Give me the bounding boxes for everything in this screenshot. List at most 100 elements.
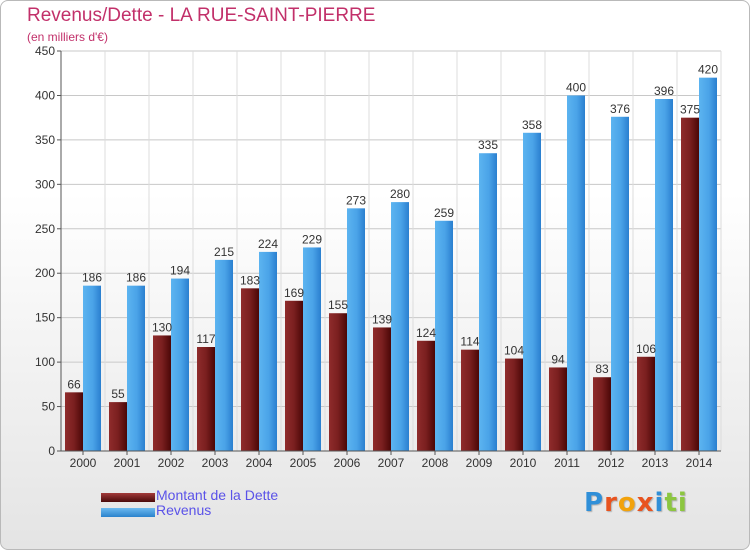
x-tick-label: 2003: [202, 456, 229, 470]
bar-revenus: [259, 251, 277, 451]
x-tick-label: 2004: [246, 456, 273, 470]
logo-letter: x: [636, 488, 655, 518]
x-tick-label: 2013: [642, 456, 669, 470]
bars: [65, 77, 717, 452]
data-label-dette: 106: [636, 342, 656, 356]
bar-revenus: [347, 208, 365, 451]
data-label-revenus: 229: [302, 232, 322, 246]
x-tick-label: 2012: [598, 456, 625, 470]
x-tick-label: 2006: [334, 456, 361, 470]
logo-letter: o: [617, 488, 637, 518]
legend-label-dette: Montant de la Dette: [156, 487, 279, 503]
y-tick-label: 100: [35, 355, 55, 369]
data-label-revenus: 224: [258, 237, 278, 251]
x-tick-label: 2011: [554, 456, 580, 470]
data-label-revenus: 396: [654, 84, 674, 98]
bar-revenus: [435, 220, 453, 451]
y-tick-label: 200: [35, 266, 55, 280]
data-label-dette: 94: [551, 352, 565, 366]
data-label-revenus: 194: [170, 264, 190, 278]
data-label-revenus: 358: [522, 118, 542, 132]
x-tick-label: 2001: [114, 456, 141, 470]
y-tick-label: 450: [35, 44, 55, 58]
bar-revenus: [391, 202, 409, 451]
bar-revenus: [523, 132, 541, 451]
y-tick-label: 350: [35, 133, 55, 147]
axes: 0 50 100 150 200 250 300 350 400 450 2000 2001 2002 2…: [35, 44, 721, 470]
data-label-revenus: 273: [346, 193, 366, 207]
data-label-dette: 66: [67, 377, 81, 391]
bar-dette: [505, 358, 523, 451]
bar-dette: [461, 349, 479, 451]
bar-revenus: [83, 285, 101, 451]
bar-revenus: [127, 285, 145, 451]
bar-revenus: [303, 247, 321, 451]
y-tick-label: 0: [48, 444, 55, 458]
bar-revenus: [611, 116, 629, 452]
bar-revenus: [655, 99, 673, 451]
data-label-revenus: 420: [698, 63, 718, 77]
bar-dette: [109, 402, 127, 451]
legend-swatch-dette: [101, 493, 155, 502]
bar-dette: [593, 377, 611, 451]
logo-letter: r: [604, 488, 618, 518]
data-labels: 66 186 55 186 130 194 117 215 183 224 169 229 155 273…: [67, 63, 718, 401]
x-tick-label: 2002: [158, 456, 185, 470]
data-label-dette: 130: [152, 320, 172, 334]
y-tick-label: 150: [35, 311, 55, 325]
data-label-dette: 55: [111, 387, 125, 401]
logo-letter: i: [677, 488, 688, 518]
data-label-dette: 139: [372, 312, 392, 326]
x-tick-label: 2010: [510, 456, 537, 470]
y-tick-label: 300: [35, 177, 55, 191]
bar-dette: [241, 288, 259, 451]
data-label-revenus: 335: [478, 138, 498, 152]
x-tick-label: 2014: [686, 456, 713, 470]
bar-dette: [329, 313, 347, 451]
y-tick-label: 50: [42, 400, 56, 414]
bar-dette: [373, 327, 391, 451]
logo-letter: P: [584, 488, 605, 518]
data-label-revenus: 376: [610, 102, 630, 116]
data-label-revenus: 259: [434, 206, 454, 220]
data-label-dette: 104: [504, 344, 524, 358]
bar-revenus: [479, 153, 497, 451]
x-tick-label: 2007: [378, 456, 405, 470]
data-label-dette: 83: [595, 362, 609, 376]
data-label-dette: 114: [460, 335, 479, 349]
bar-dette: [65, 392, 83, 451]
x-tick-label: 2009: [466, 456, 493, 470]
x-tick-label: 2008: [422, 456, 449, 470]
bar-revenus: [215, 259, 233, 451]
bar-revenus: [567, 95, 585, 451]
data-label-revenus: 186: [126, 271, 146, 285]
bar-dette: [153, 335, 171, 451]
data-label-dette: 375: [680, 103, 700, 117]
data-label-revenus: 280: [390, 187, 410, 201]
data-label-revenus: 400: [566, 80, 586, 94]
legend-swatch-revenus: [101, 508, 155, 517]
data-label-dette: 169: [284, 286, 304, 300]
data-label-revenus: 186: [82, 271, 102, 285]
bar-dette: [681, 117, 699, 452]
proxiti-logo: Proxiti: [584, 488, 688, 518]
chart-subtitle: (en milliers d'€): [27, 30, 108, 44]
bar-dette: [417, 340, 435, 451]
data-label-dette: 124: [416, 326, 436, 340]
bar-dette: [197, 347, 215, 451]
data-label-revenus: 215: [214, 245, 234, 259]
bar-revenus: [171, 278, 189, 451]
x-tick-label: 2005: [290, 456, 317, 470]
logo-letter: t: [664, 488, 678, 518]
bar-dette: [637, 356, 655, 451]
bar-revenus: [699, 77, 717, 452]
data-label-dette: 117: [196, 332, 215, 346]
data-label-dette: 183: [240, 273, 260, 287]
chart-title: Revenus/Dette - LA RUE-SAINT-PIERRE: [27, 5, 376, 26]
logo-letter: i: [654, 488, 665, 518]
legend-label-revenus: Revenus: [156, 502, 212, 518]
data-label-dette: 155: [328, 298, 348, 312]
y-tick-label: 250: [35, 222, 55, 236]
